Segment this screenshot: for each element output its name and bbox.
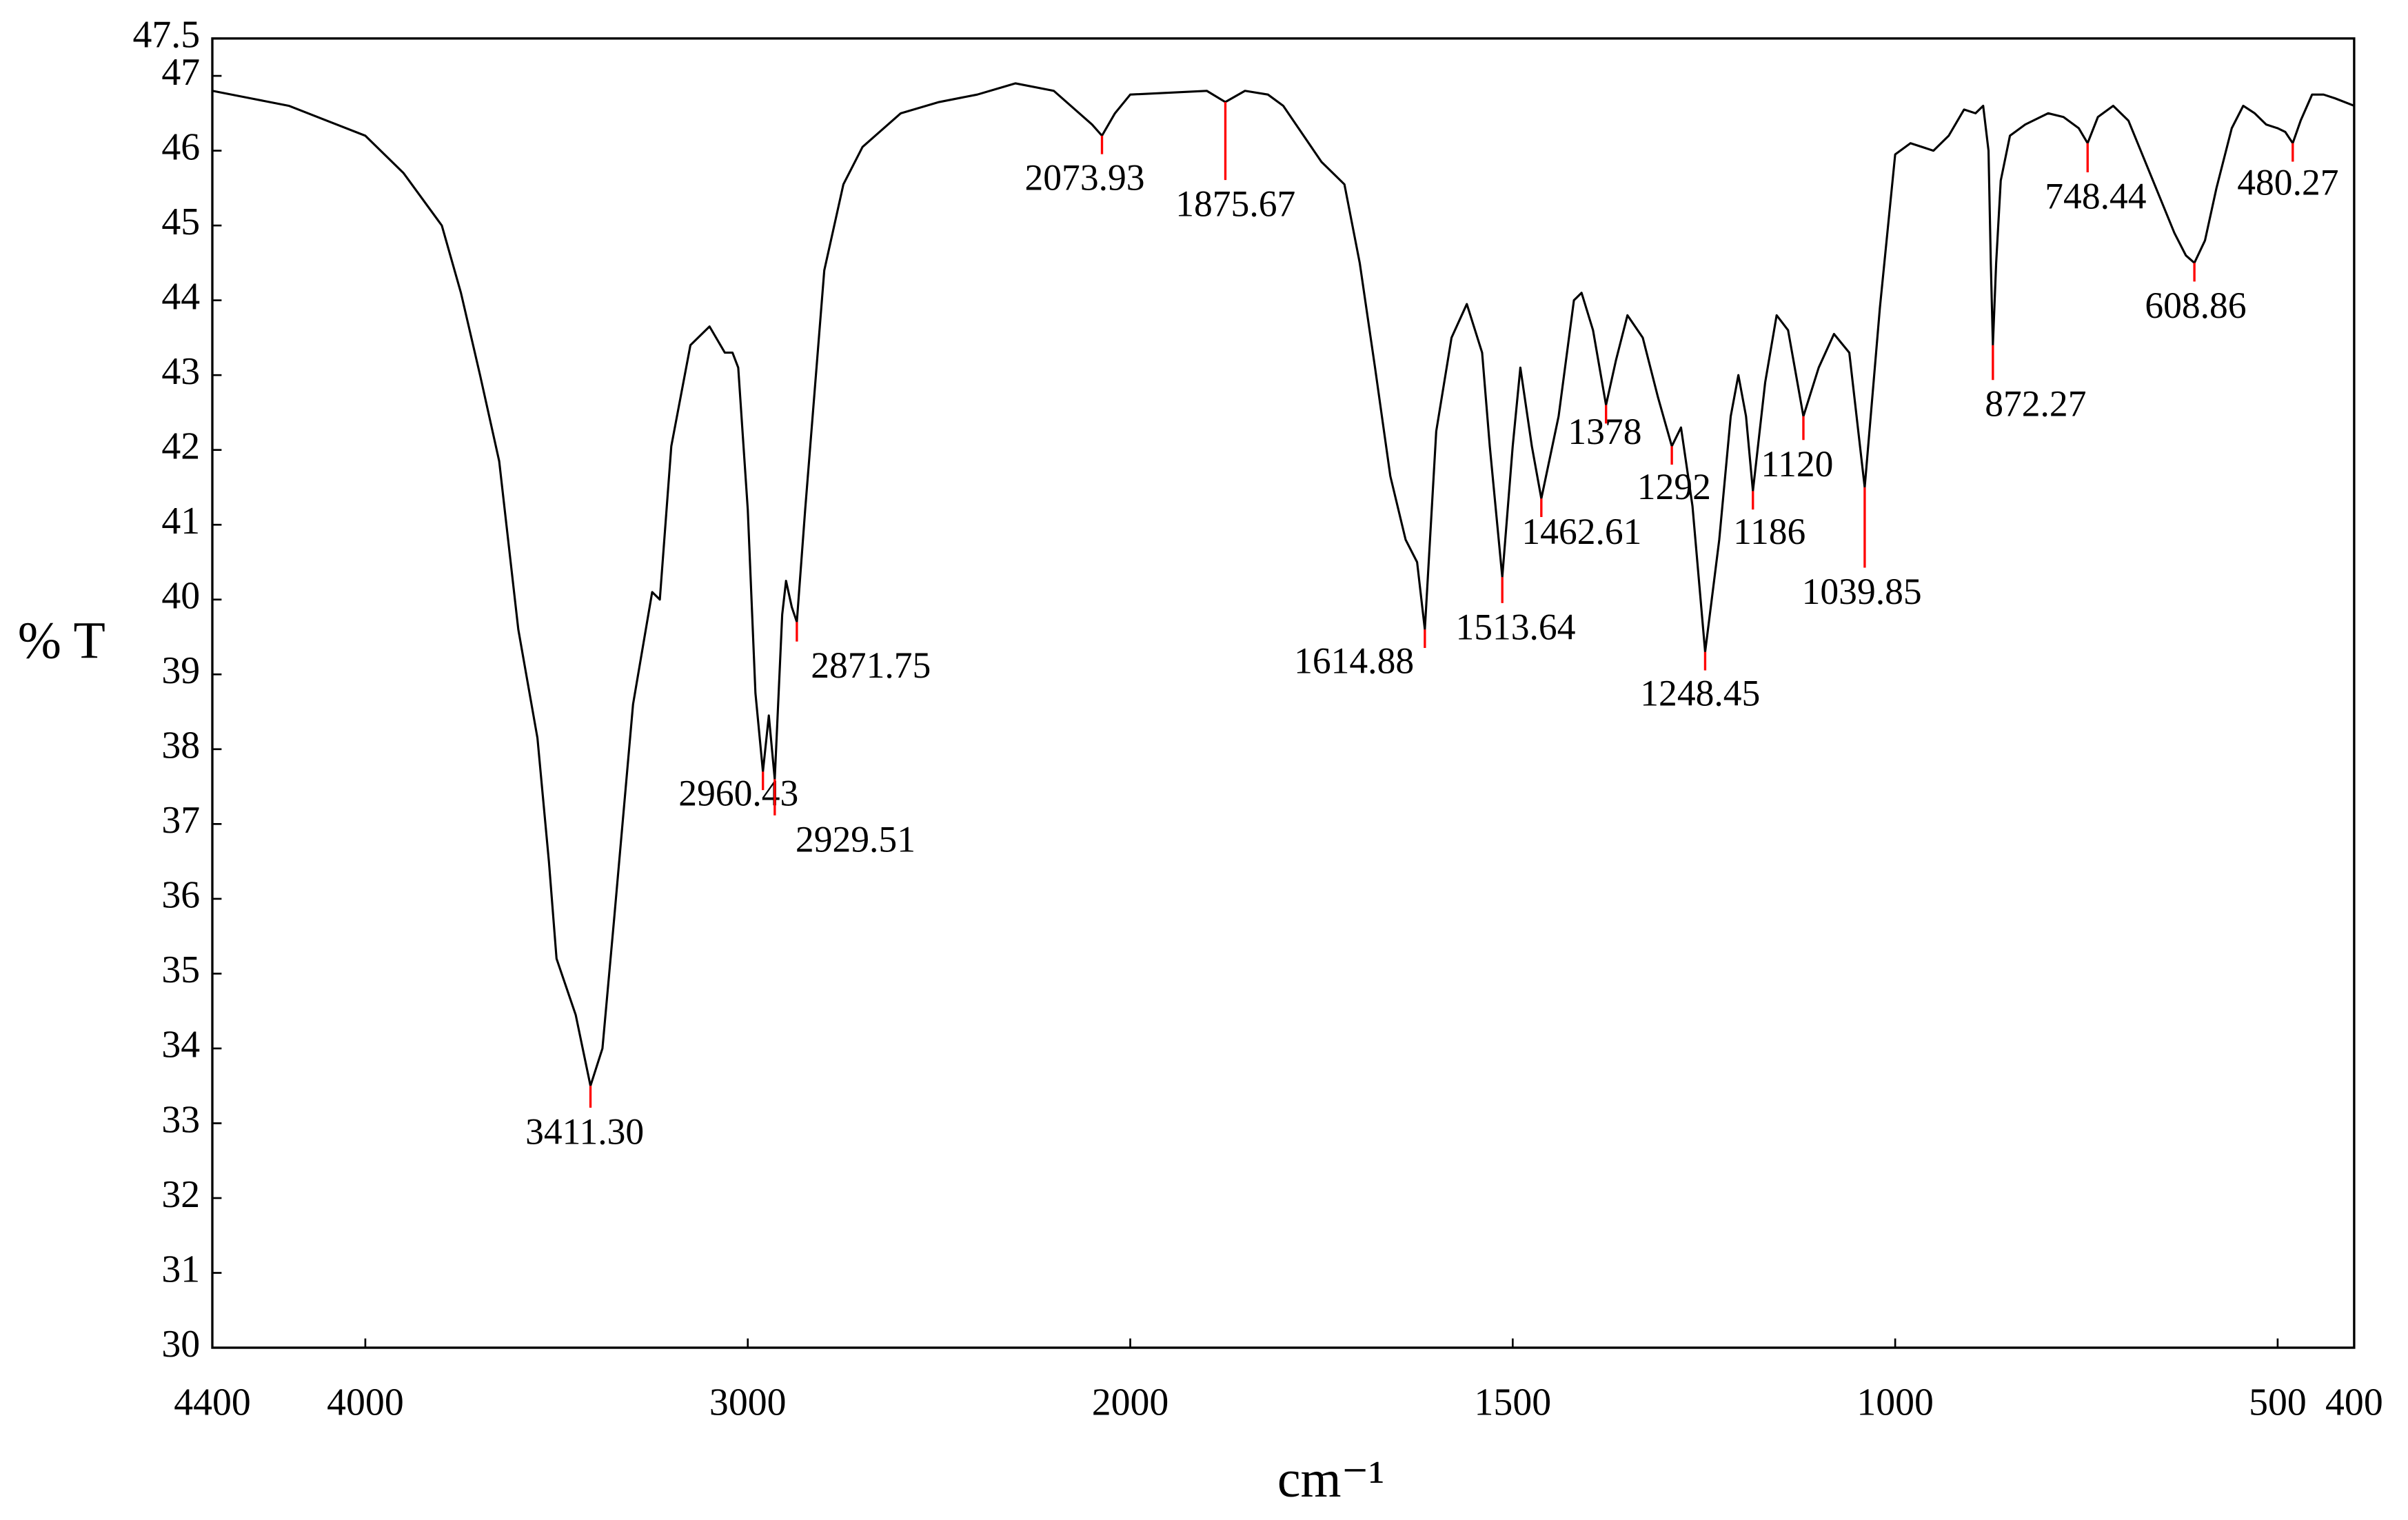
y-tick-label: 35 [161, 949, 200, 991]
y-tick-label: 32 [161, 1173, 200, 1216]
peak-label: 3411.30 [525, 1111, 644, 1152]
peak-label: 1292 [1637, 466, 1711, 507]
x-tick-label: 500 [2249, 1381, 2307, 1424]
x-tick-label: 4000 [327, 1381, 404, 1424]
peak-label: 1248.45 [1640, 672, 1760, 713]
x-tick-label: 4400 [174, 1381, 251, 1424]
x-tick-label: 400 [2325, 1381, 2383, 1424]
peak-label: 1875.67 [1175, 183, 1295, 225]
y-tick-label: 42 [161, 425, 200, 467]
peak-label: 2960.43 [678, 772, 798, 813]
x-tick-label: 2000 [1092, 1381, 1169, 1424]
y-tick-label: 36 [161, 874, 200, 917]
y-tick-label: 38 [161, 724, 200, 767]
y-axis-label: % T [18, 612, 105, 670]
x-tick-label: 3000 [709, 1381, 787, 1424]
y-tick-label: 44 [161, 275, 200, 318]
spectrum-line [212, 82, 2355, 1087]
y-tick-label: 33 [161, 1098, 200, 1141]
peak-label: 1614.88 [1294, 640, 1414, 681]
peak-label: 480.27 [2237, 161, 2338, 203]
y-tick-label: 45 [161, 201, 200, 243]
peak-label: 2073.93 [1025, 157, 1145, 199]
y-tick-label: 39 [161, 649, 200, 692]
y-tick-label: 47.5 [133, 14, 201, 57]
y-tick-label: 41 [161, 500, 200, 543]
y-tick-label: 34 [161, 1024, 200, 1066]
peak-label: 748.44 [2045, 175, 2146, 216]
x-tick-label: 1000 [1856, 1381, 1934, 1424]
plot-frame [211, 37, 2356, 1349]
x-tick-label: 1500 [1475, 1381, 1552, 1424]
y-tick-label: 30 [161, 1323, 200, 1366]
peak-label: 1120 [1761, 443, 1833, 485]
peak-label: 1186 [1733, 511, 1805, 552]
y-tick-label: 46 [161, 125, 200, 168]
peak-label: 2929.51 [796, 818, 915, 860]
x-axis-label: cm⁻¹ [1277, 1450, 1385, 1508]
y-tick-label: 43 [161, 350, 200, 393]
peak-label: 2871.75 [811, 645, 931, 686]
peak-label: 1039.85 [1802, 571, 1922, 612]
peak-label: 608.86 [2145, 285, 2246, 326]
y-tick-label: 40 [161, 575, 200, 618]
y-tick-label: 31 [161, 1248, 200, 1290]
peak-label: 1378 [1568, 411, 1641, 452]
y-tick-label: 47 [161, 51, 200, 94]
y-tick-label: 37 [161, 799, 200, 842]
peak-label: 1462.61 [1521, 511, 1641, 552]
peak-label: 872.27 [1985, 383, 2086, 425]
peak-label: 1513.64 [1455, 606, 1575, 647]
